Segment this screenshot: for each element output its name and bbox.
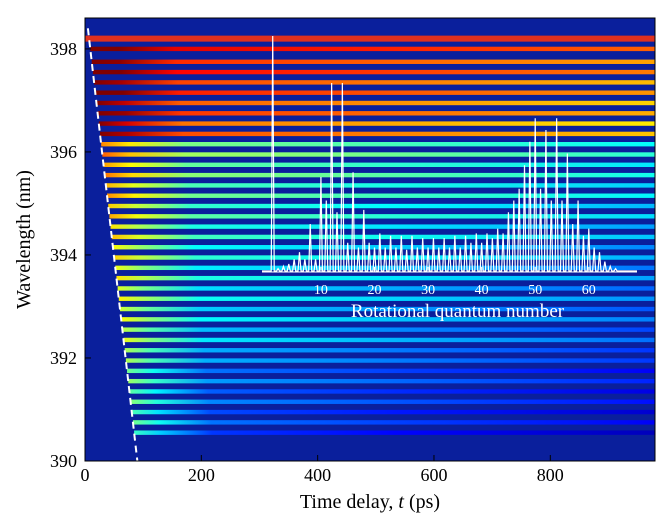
heatmap-band [103, 162, 655, 168]
y-tick-label: 396 [50, 142, 77, 162]
heatmap-band [119, 306, 656, 312]
x-tick-label: 800 [537, 465, 564, 485]
x-tick-label: 400 [304, 465, 331, 485]
heatmap-band [118, 296, 656, 301]
heatmap-band [96, 100, 655, 106]
y-axis-title: Wavelength (nm) [13, 170, 35, 309]
heatmap-band [111, 234, 656, 240]
heatmap-band [124, 348, 655, 353]
inset-x-tick-label: 50 [528, 283, 542, 298]
heatmap-band [110, 224, 655, 229]
inset-x-tick-label: 40 [475, 283, 489, 298]
inset-spectrum: 10 20 30 40 50 60 Rotational quantum number [262, 35, 637, 322]
heatmap-band [123, 337, 655, 343]
heatmap-band [127, 368, 656, 374]
heatmap-band [104, 172, 656, 178]
heatmap-band [101, 142, 655, 147]
y-tick-label: 390 [50, 451, 77, 471]
heatmap-band [125, 358, 656, 363]
heatmap-band [116, 275, 655, 281]
main-axes: 0 200 400 600 800 390 392 394 396 398 [50, 17, 656, 485]
heatmap-band [95, 90, 655, 95]
heatmap-band [107, 193, 656, 198]
heatmap-band [105, 183, 656, 188]
heatmap-band [129, 389, 655, 394]
heatmap-band [94, 80, 655, 85]
heatmap-band [131, 409, 656, 415]
heatmap-band [97, 111, 655, 116]
heatmap-band [128, 378, 655, 384]
heatmap-band [99, 131, 656, 137]
plot-frame [84, 17, 656, 462]
heatmap-band [121, 317, 656, 322]
inset-x-tick-label: 20 [368, 283, 382, 298]
x-tick-label: 0 [81, 465, 90, 485]
y-tick-label: 392 [50, 348, 77, 368]
inset-spectrum-line [262, 35, 637, 272]
heatmap-band [112, 245, 656, 250]
inset-x-tick-label: 10 [314, 283, 328, 298]
x-tick-label: 600 [420, 465, 447, 485]
heatmap-band [90, 46, 655, 52]
inset-x-tick-label: 60 [582, 283, 596, 298]
x-axis-title: Time delay, t (ps) [300, 491, 440, 513]
heatmap-band [117, 286, 655, 291]
heatmap-bands [90, 46, 656, 435]
heatmap-band [115, 265, 655, 271]
heatmap-band [122, 327, 655, 332]
heatmap-band [134, 430, 656, 435]
heatmap-band [98, 121, 656, 126]
y-tick-label: 398 [50, 39, 77, 59]
heatmap-band [132, 420, 656, 425]
inset-ticks: 10 20 30 40 50 60 [314, 267, 596, 298]
heatmap-band [130, 399, 655, 404]
heatmap-band [92, 69, 656, 75]
heatmap-band [91, 59, 656, 64]
dashed-fit-line [86, 28, 139, 462]
heatmap-band [108, 203, 655, 209]
heatmap-band [102, 152, 655, 157]
heatmap-plot [85, 18, 656, 462]
y-tick-label: 394 [50, 245, 77, 265]
inset-x-tick-label: 30 [421, 283, 435, 298]
inset-x-axis-title: Rotational quantum number [351, 301, 565, 322]
x-tick-label: 200 [188, 465, 215, 485]
heatmap-band [109, 214, 655, 219]
